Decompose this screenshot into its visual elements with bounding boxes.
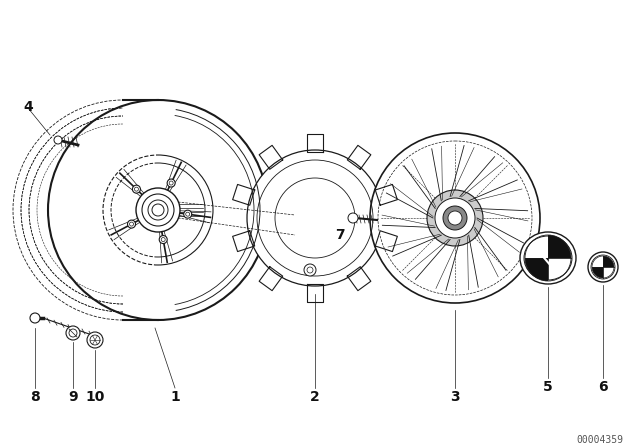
Circle shape — [90, 335, 100, 345]
Text: 1: 1 — [170, 390, 180, 404]
Wedge shape — [548, 235, 571, 258]
Circle shape — [186, 212, 189, 216]
Circle shape — [87, 332, 103, 348]
Circle shape — [443, 206, 467, 230]
Circle shape — [30, 313, 40, 323]
Circle shape — [66, 326, 80, 340]
Circle shape — [435, 198, 475, 238]
Circle shape — [148, 200, 168, 220]
Text: 2: 2 — [310, 390, 320, 404]
Circle shape — [448, 211, 462, 225]
Circle shape — [54, 136, 62, 144]
Wedge shape — [592, 267, 603, 278]
Circle shape — [159, 236, 167, 244]
Text: 7: 7 — [335, 228, 345, 242]
Circle shape — [129, 222, 134, 226]
Circle shape — [132, 185, 140, 193]
Text: 10: 10 — [85, 390, 105, 404]
Circle shape — [161, 237, 165, 241]
Circle shape — [127, 220, 136, 228]
Circle shape — [588, 252, 618, 282]
Ellipse shape — [247, 150, 383, 286]
Circle shape — [427, 190, 483, 246]
Circle shape — [167, 179, 175, 187]
Ellipse shape — [370, 133, 540, 303]
Text: 5: 5 — [543, 380, 553, 394]
Text: 8: 8 — [30, 390, 40, 404]
Text: 6: 6 — [598, 380, 608, 394]
Circle shape — [307, 267, 313, 273]
Circle shape — [304, 264, 316, 276]
Text: 9: 9 — [68, 390, 78, 404]
Circle shape — [152, 204, 164, 216]
Circle shape — [184, 210, 192, 218]
Circle shape — [136, 188, 180, 232]
Wedge shape — [525, 258, 548, 281]
Text: 4: 4 — [23, 100, 33, 114]
Circle shape — [169, 181, 173, 185]
Circle shape — [69, 329, 77, 337]
Text: 00004359: 00004359 — [576, 435, 623, 445]
Circle shape — [348, 213, 358, 223]
Ellipse shape — [520, 232, 576, 284]
Circle shape — [142, 194, 174, 226]
Ellipse shape — [48, 100, 268, 320]
Circle shape — [134, 187, 138, 191]
Wedge shape — [603, 256, 614, 267]
Text: 3: 3 — [450, 390, 460, 404]
